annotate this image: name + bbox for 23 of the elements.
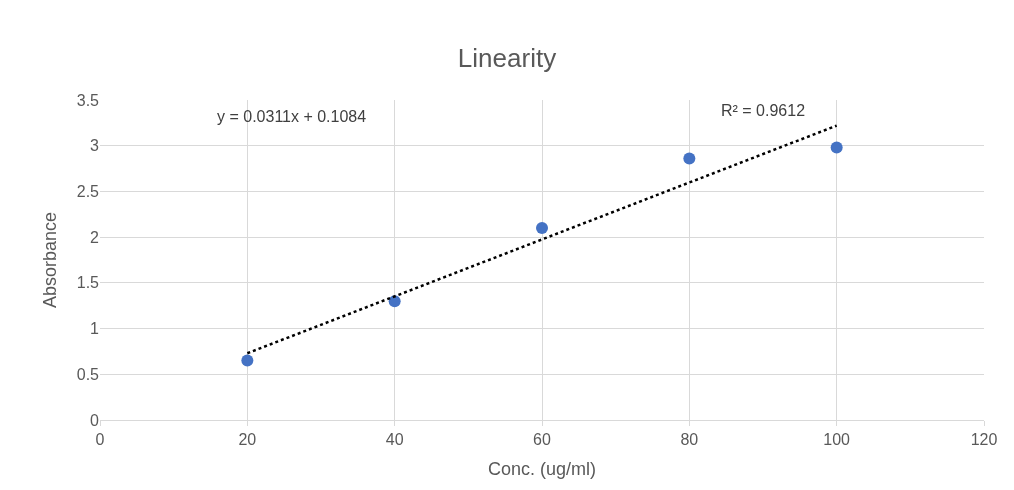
chart-title: Linearity xyxy=(457,43,557,74)
y-tick-label: 3 xyxy=(90,137,100,155)
y-tick-label: 2 xyxy=(90,228,100,246)
x-tick-label: 20 xyxy=(238,431,257,449)
point xyxy=(683,152,696,165)
y-tick-label: 1.5 xyxy=(76,274,100,292)
y-tick-label: 0.5 xyxy=(76,365,100,383)
point xyxy=(241,354,254,367)
y-tick-label: 1 xyxy=(90,320,100,338)
point xyxy=(536,222,548,234)
x-tick-label: 40 xyxy=(385,431,404,449)
annotation: y = 0.0311x + 0.1084 xyxy=(217,108,367,125)
x-axis-title: Conc. (ug/ml) xyxy=(487,459,597,480)
x-tick-label: 100 xyxy=(823,431,851,449)
y-tick-label: 2.5 xyxy=(76,183,100,201)
x-tick-label: 60 xyxy=(533,431,551,449)
x-tick-label: 80 xyxy=(680,431,699,449)
x-tick-label: 120 xyxy=(970,431,998,449)
y-axis-title: Absorbance xyxy=(39,211,60,309)
y-tick-label: 0 xyxy=(90,411,100,429)
y-tick-label: 3.5 xyxy=(76,91,100,109)
point xyxy=(830,141,843,154)
annotation: R² = 0.9612 xyxy=(721,102,806,119)
